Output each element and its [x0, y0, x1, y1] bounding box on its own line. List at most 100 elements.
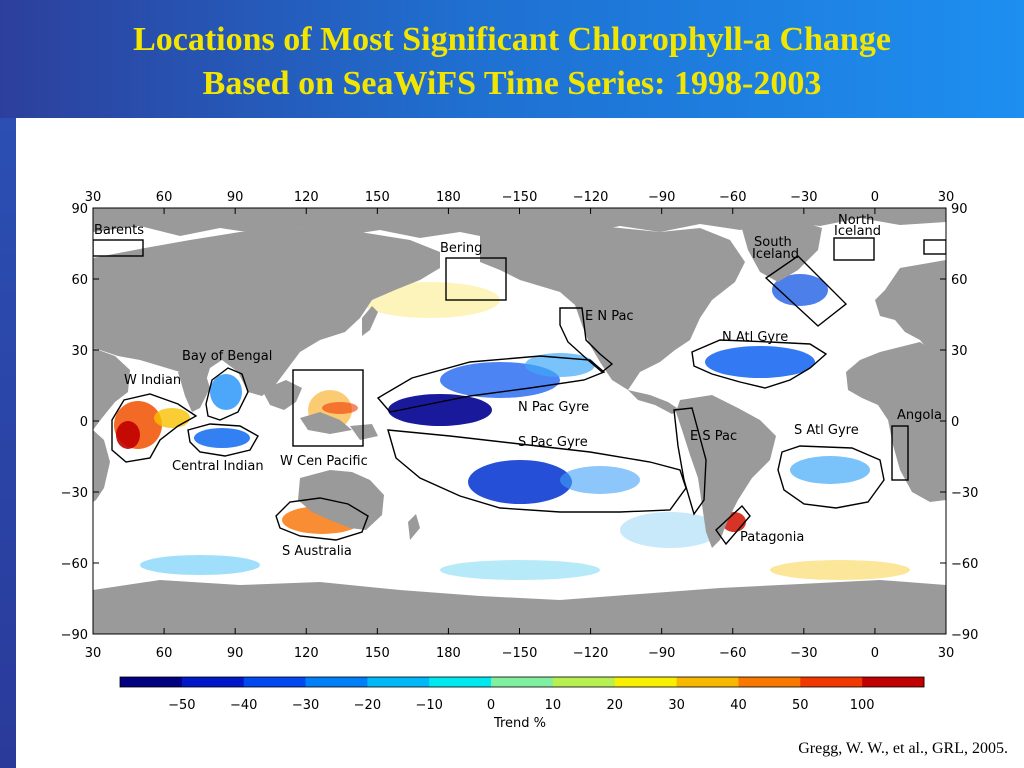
lat-label-right: −90 — [951, 628, 978, 643]
label-e-s-pac: E S Pac — [690, 429, 737, 444]
label-bering: Bering — [440, 241, 482, 256]
lon-label-bottom: 120 — [294, 646, 319, 661]
label-s-pac-gyre: S Pac Gyre — [518, 435, 588, 450]
land-arctic — [93, 208, 946, 240]
title-line-1: Locations of Most Significant Chlorophyl… — [133, 21, 891, 58]
trend-patch-southern-pacific — [440, 560, 600, 580]
lon-label-top: 150 — [365, 190, 390, 205]
lat-label-left: 90 — [71, 202, 88, 217]
outline-barents — [93, 239, 144, 257]
lat-label-left: −90 — [61, 628, 88, 643]
colorbar-swatch — [120, 677, 183, 687]
land-australia — [298, 470, 384, 530]
trend-patch-se-pacific — [620, 512, 720, 548]
lon-label-top: −150 — [502, 190, 538, 205]
colorbar-tick-label: 100 — [850, 698, 875, 713]
colorbar-swatch — [243, 677, 307, 687]
region-labels: Barents Bering North Iceland South Icela… — [94, 213, 942, 559]
lon-label-top: −120 — [573, 190, 609, 205]
label-patagonia: Patagonia — [740, 530, 804, 545]
colorbar — [119, 676, 925, 688]
colorbar-swatch — [676, 677, 739, 687]
colorbar-swatch — [862, 677, 925, 687]
lon-label-top: −90 — [648, 190, 675, 205]
land-greenland — [740, 218, 822, 282]
trend-patch-s-pac-gyre-east — [560, 466, 640, 494]
lon-label-top: −60 — [719, 190, 746, 205]
region-outlines — [93, 237, 946, 546]
land-se-asia — [262, 380, 302, 410]
lon-label-bottom: −60 — [719, 646, 746, 661]
lon-label-bottom: 90 — [227, 646, 244, 661]
label-s-atl-gyre: S Atl Gyre — [794, 423, 859, 438]
colorbar-swatch — [614, 677, 678, 687]
trend-patch-s-pac-gyre — [468, 460, 572, 504]
land-south-america — [676, 395, 776, 548]
lon-label-top: 90 — [227, 190, 244, 205]
colorbar-tick-label: −20 — [354, 698, 381, 713]
citation: Gregg, W. W., et al., GRL, 2005. — [798, 740, 1008, 757]
lon-label-top: 0 — [871, 190, 879, 205]
label-angola: Angola — [897, 408, 942, 423]
lon-label-bottom: 30 — [938, 646, 955, 661]
trend-patch-bay-of-bengal — [210, 374, 242, 410]
lon-label-top: 30 — [85, 190, 102, 205]
lon-label-bottom: 180 — [436, 646, 461, 661]
lon-label-bottom: 30 — [85, 646, 102, 661]
colorbar-tick-label: 30 — [668, 698, 685, 713]
lat-label-left: 30 — [71, 344, 88, 359]
label-north-iceland-line-1: North — [838, 213, 874, 228]
lon-label-top: 180 — [436, 190, 461, 205]
land-europe-east — [93, 262, 122, 336]
lat-label-right: 90 — [951, 202, 968, 217]
label-barents: Barents — [94, 223, 144, 238]
trend-patch-north-pacific-yellow — [360, 282, 500, 318]
slide-left-stripe — [0, 118, 16, 768]
colorbar-swatch — [738, 677, 801, 687]
label-e-n-pac: E N Pac — [585, 309, 634, 324]
colorbar-swatch — [305, 677, 368, 687]
colorbar-tick-label: −30 — [292, 698, 319, 713]
land-arabia — [93, 348, 130, 430]
label-n-pac-gyre: N Pac Gyre — [518, 400, 589, 415]
land-africa — [846, 342, 946, 502]
label-w-indian: W Indian — [124, 373, 181, 388]
colorbar-tick-label: 20 — [606, 698, 623, 713]
land-new-guinea — [350, 424, 378, 440]
title-line-2: Based on SeaWiFS Time Series: 1998-2003 — [202, 65, 822, 102]
outline-patagonia — [715, 504, 751, 546]
outline-s-australia — [275, 497, 369, 541]
land-central-america — [628, 390, 680, 414]
outline-north-iceland — [833, 237, 875, 261]
outline-central-indian — [187, 423, 259, 457]
colorbar-swatch — [429, 677, 492, 687]
outline-n-atl-gyre — [691, 339, 828, 389]
lon-label-bottom: 60 — [156, 646, 173, 661]
outline-bering — [445, 257, 507, 301]
map-axes: 30 30 60 60 90 90 120 120 150 150 180 180 −150 −150 −1… — [61, 190, 979, 661]
outline-s-atl-gyre — [777, 445, 885, 509]
colorbar-tick-label: 40 — [730, 698, 747, 713]
lat-label-right: 30 — [951, 344, 968, 359]
land-india — [178, 372, 210, 412]
colorbar-swatch — [181, 677, 245, 687]
lon-label-bottom: −30 — [790, 646, 817, 661]
colorbar-swatch — [800, 677, 863, 687]
lat-label-right: 60 — [951, 273, 968, 288]
label-n-atl-gyre: N Atl Gyre — [722, 330, 788, 345]
lat-label-right: −60 — [951, 557, 978, 572]
label-s-australia: S Australia — [282, 544, 352, 559]
lon-label-bottom: −150 — [502, 646, 538, 661]
land-eurasia — [93, 228, 440, 396]
label-w-cen-pacific: W Cen Pacific — [280, 454, 368, 469]
lon-label-bottom: 150 — [365, 646, 390, 661]
trend-patch-s-atl-gyre — [790, 456, 870, 484]
outline-barents-wrap — [923, 239, 946, 255]
lon-label-bottom: −120 — [573, 646, 609, 661]
outline-s-pac-gyre — [387, 429, 687, 513]
colorbar-swatch — [552, 677, 616, 687]
label-bay-of-bengal: Bay of Bengal — [182, 349, 272, 364]
label-north-iceland: North Iceland — [834, 213, 881, 239]
lon-label-top: −30 — [790, 190, 817, 205]
